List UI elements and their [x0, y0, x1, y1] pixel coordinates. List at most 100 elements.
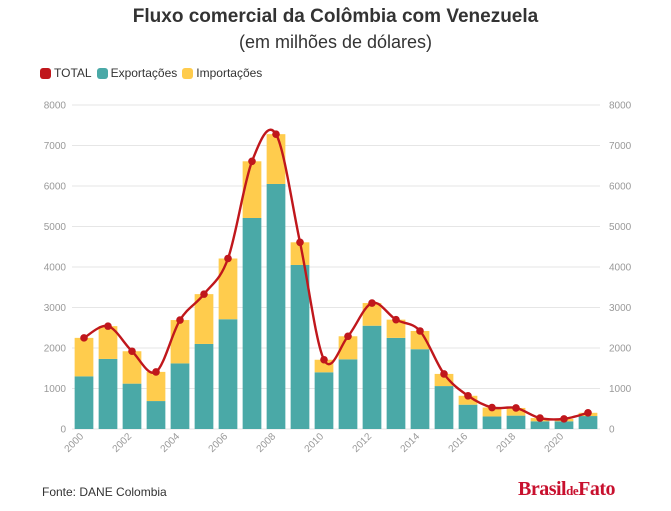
x-tick-label-2000: 2000: [63, 431, 87, 455]
bar-exportacoes-2008: [266, 183, 286, 429]
total-point-2001: [104, 322, 112, 330]
bar-importacoes-2006: [218, 258, 238, 320]
bar-importacoes-2008: [266, 134, 286, 184]
bar-exportacoes-2018: [506, 415, 526, 429]
y-tick-label-right-3000: 3000: [609, 303, 632, 314]
brand-logo: BrasildeFato: [518, 478, 616, 501]
legend-item-exportacoes[interactable]: Exportações: [96, 66, 178, 80]
bar-exportacoes-2004: [170, 363, 190, 429]
bar-exportacoes-2013: [386, 337, 406, 429]
y-tick-label-right-5000: 5000: [609, 222, 632, 233]
bar-importacoes-2012: [362, 303, 382, 326]
bar-importacoes-2010: [314, 359, 334, 373]
total-point-2016: [464, 391, 472, 400]
y-tick-label-left-5000: 5000: [44, 222, 67, 233]
bar-importacoes-2000: [74, 337, 94, 377]
x-tick-label-2002: 2002: [111, 431, 135, 455]
total-point-2018: [512, 404, 520, 412]
total-point-2014: [416, 327, 424, 335]
bar-exportacoes-2021: [578, 416, 598, 429]
bar-exportacoes-2017: [482, 416, 502, 429]
x-tick-label-2006: 2006: [207, 431, 231, 455]
legend-swatch-importacoes: [182, 67, 194, 79]
y-tick-label-left-3000: 3000: [44, 303, 67, 314]
legend-item-importacoes[interactable]: Importações: [182, 66, 262, 80]
bar-exportacoes-2001: [98, 358, 118, 429]
total-point-2012: [368, 299, 376, 307]
bar-importacoes-2015: [434, 373, 454, 387]
x-tick-label-2004: 2004: [159, 431, 183, 455]
legend-label-importacoes: Importações: [196, 66, 263, 80]
total-point-2008: [272, 130, 280, 138]
y-tick-label-right-1000: 1000: [609, 384, 632, 395]
bar-importacoes-2014: [410, 330, 430, 350]
bar-importacoes-2002: [122, 351, 142, 384]
source-note: Fonte: DANE Colombia: [42, 485, 167, 499]
total-point-2010: [320, 355, 328, 364]
y-tick-label-left-4000: 4000: [44, 263, 67, 274]
x-tick-label-2008: 2008: [255, 431, 279, 455]
x-tick-label-2012: 2012: [351, 431, 375, 455]
chart-subtitle: (em milhões de dólares): [238, 32, 433, 52]
legend-swatch-total: [40, 67, 51, 79]
bar-exportacoes-2000: [74, 376, 94, 429]
legend-label-exportacoes: Exportações: [110, 66, 178, 80]
total-point-2020: [560, 415, 568, 423]
bar-importacoes-2013: [386, 319, 406, 338]
total-point-2019: [536, 414, 544, 422]
total-point-2013: [392, 315, 400, 324]
bar-importacoes-2004: [170, 320, 190, 364]
x-tick-label-2020: 2020: [543, 431, 567, 455]
bar-exportacoes-2016: [458, 404, 478, 429]
brand-main: Brasil: [518, 478, 567, 500]
total-point-2009: [296, 238, 304, 247]
y-tick-label-left-7000: 7000: [44, 141, 67, 152]
total-point-2017: [488, 403, 496, 412]
bar-exportacoes-2014: [410, 349, 430, 429]
total-point-2004: [176, 316, 184, 324]
x-tick-label-2014: 2014: [399, 431, 423, 455]
bar-exportacoes-2009: [290, 264, 310, 429]
y-tick-label-right-0: 0: [609, 425, 615, 436]
legend: TOTAL Exportações Importações: [40, 66, 267, 80]
total-point-2005: [200, 290, 208, 298]
total-point-2006: [224, 254, 232, 263]
bar-exportacoes-2006: [218, 319, 238, 429]
bar-exportacoes-2005: [194, 343, 214, 429]
y-tick-label-right-4000: 4000: [609, 263, 632, 274]
total-point-2021: [584, 409, 592, 417]
y-tick-label-right-6000: 6000: [609, 182, 632, 193]
legend-item-total[interactable]: TOTAL: [40, 66, 92, 80]
bar-exportacoes-2011: [338, 359, 358, 429]
bar-exportacoes-2003: [146, 401, 166, 429]
bar-importacoes-2003: [146, 371, 166, 402]
bar-exportacoes-2007: [242, 217, 262, 429]
bar-importacoes-2009: [290, 242, 310, 265]
brand-small: de: [566, 483, 579, 498]
y-tick-label-left-8000: 8000: [44, 101, 67, 112]
legend-label-total: TOTAL: [54, 66, 92, 80]
brand-end: Fato: [578, 478, 616, 500]
total-point-2002: [128, 347, 136, 356]
bar-exportacoes-2002: [122, 383, 142, 429]
y-tick-label-left-0: 0: [60, 425, 66, 436]
bar-exportacoes-2012: [362, 325, 382, 429]
chart-title: Fluxo comercial da Colômbia com Venezuel…: [132, 6, 539, 27]
bar-exportacoes-2020: [554, 421, 574, 429]
bar-importacoes-2018: [506, 407, 526, 416]
x-tick-label-2010: 2010: [303, 431, 327, 455]
bar-importacoes-2016: [458, 395, 478, 405]
bar-importacoes-2005: [194, 294, 214, 344]
y-tick-label-right-2000: 2000: [609, 344, 632, 355]
total-point-2015: [440, 370, 448, 378]
total-point-2003: [152, 368, 160, 376]
bar-importacoes-2017: [482, 407, 502, 417]
y-tick-label-left-2000: 2000: [44, 344, 67, 355]
bar-importacoes-2001: [98, 326, 118, 359]
bar-exportacoes-2019: [530, 421, 550, 429]
y-tick-label-left-6000: 6000: [44, 182, 67, 193]
y-tick-label-right-8000: 8000: [609, 101, 632, 112]
x-tick-label-2016: 2016: [447, 431, 471, 455]
total-point-2000: [80, 334, 88, 342]
